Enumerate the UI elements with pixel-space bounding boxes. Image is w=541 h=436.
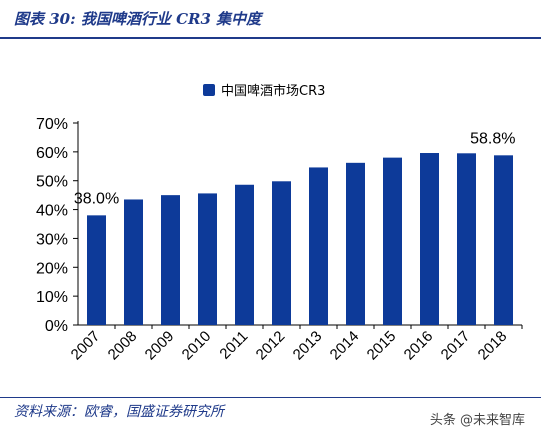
header-rule <box>0 37 541 39</box>
x-tick-label: 2007 <box>68 328 104 364</box>
bar <box>494 155 513 325</box>
bar <box>87 215 106 325</box>
bar <box>198 193 217 325</box>
bar <box>235 184 254 325</box>
figure-title: 图表 30: 我国啤酒行业 CR3 集中度 <box>14 10 262 28</box>
x-tick-label: 2016 <box>401 328 437 364</box>
y-tick-label: 60% <box>36 145 68 162</box>
x-tick-label: 2014 <box>327 328 363 364</box>
bar <box>272 181 291 325</box>
x-tick-label: 2009 <box>142 328 178 364</box>
bar <box>124 199 143 325</box>
x-tick-label: 2008 <box>105 328 141 364</box>
bar <box>161 195 180 325</box>
bar <box>309 167 328 325</box>
bar <box>420 153 439 325</box>
bar <box>346 162 365 325</box>
x-tick-label: 2015 <box>364 328 400 364</box>
y-tick-label: 40% <box>36 203 68 220</box>
data-label: 38.0% <box>74 190 119 207</box>
y-tick-label: 30% <box>36 231 68 248</box>
x-tick-label: 2011 <box>216 328 251 363</box>
y-tick-label: 10% <box>36 289 68 306</box>
source-note: 资料来源：欧睿，国盛证券研究所 <box>14 404 224 420</box>
footer-rule <box>0 397 541 398</box>
x-tick-label: 2013 <box>290 328 326 364</box>
x-tick-label: 2017 <box>438 328 474 364</box>
bar <box>383 157 402 325</box>
watermark: 头条 @未来智库 <box>429 413 525 428</box>
bar <box>457 153 476 325</box>
legend-swatch <box>203 84 215 96</box>
x-tick-label: 2018 <box>475 328 511 364</box>
y-tick-label: 20% <box>36 260 68 277</box>
legend-label: 中国啤酒市场CR3 <box>221 83 325 99</box>
y-tick-label: 70% <box>36 116 68 133</box>
y-tick-label: 0% <box>45 318 68 335</box>
data-label: 58.8% <box>470 130 515 147</box>
x-tick-label: 2010 <box>179 328 215 364</box>
x-tick-label: 2012 <box>253 328 289 364</box>
y-tick-label: 50% <box>36 174 68 191</box>
